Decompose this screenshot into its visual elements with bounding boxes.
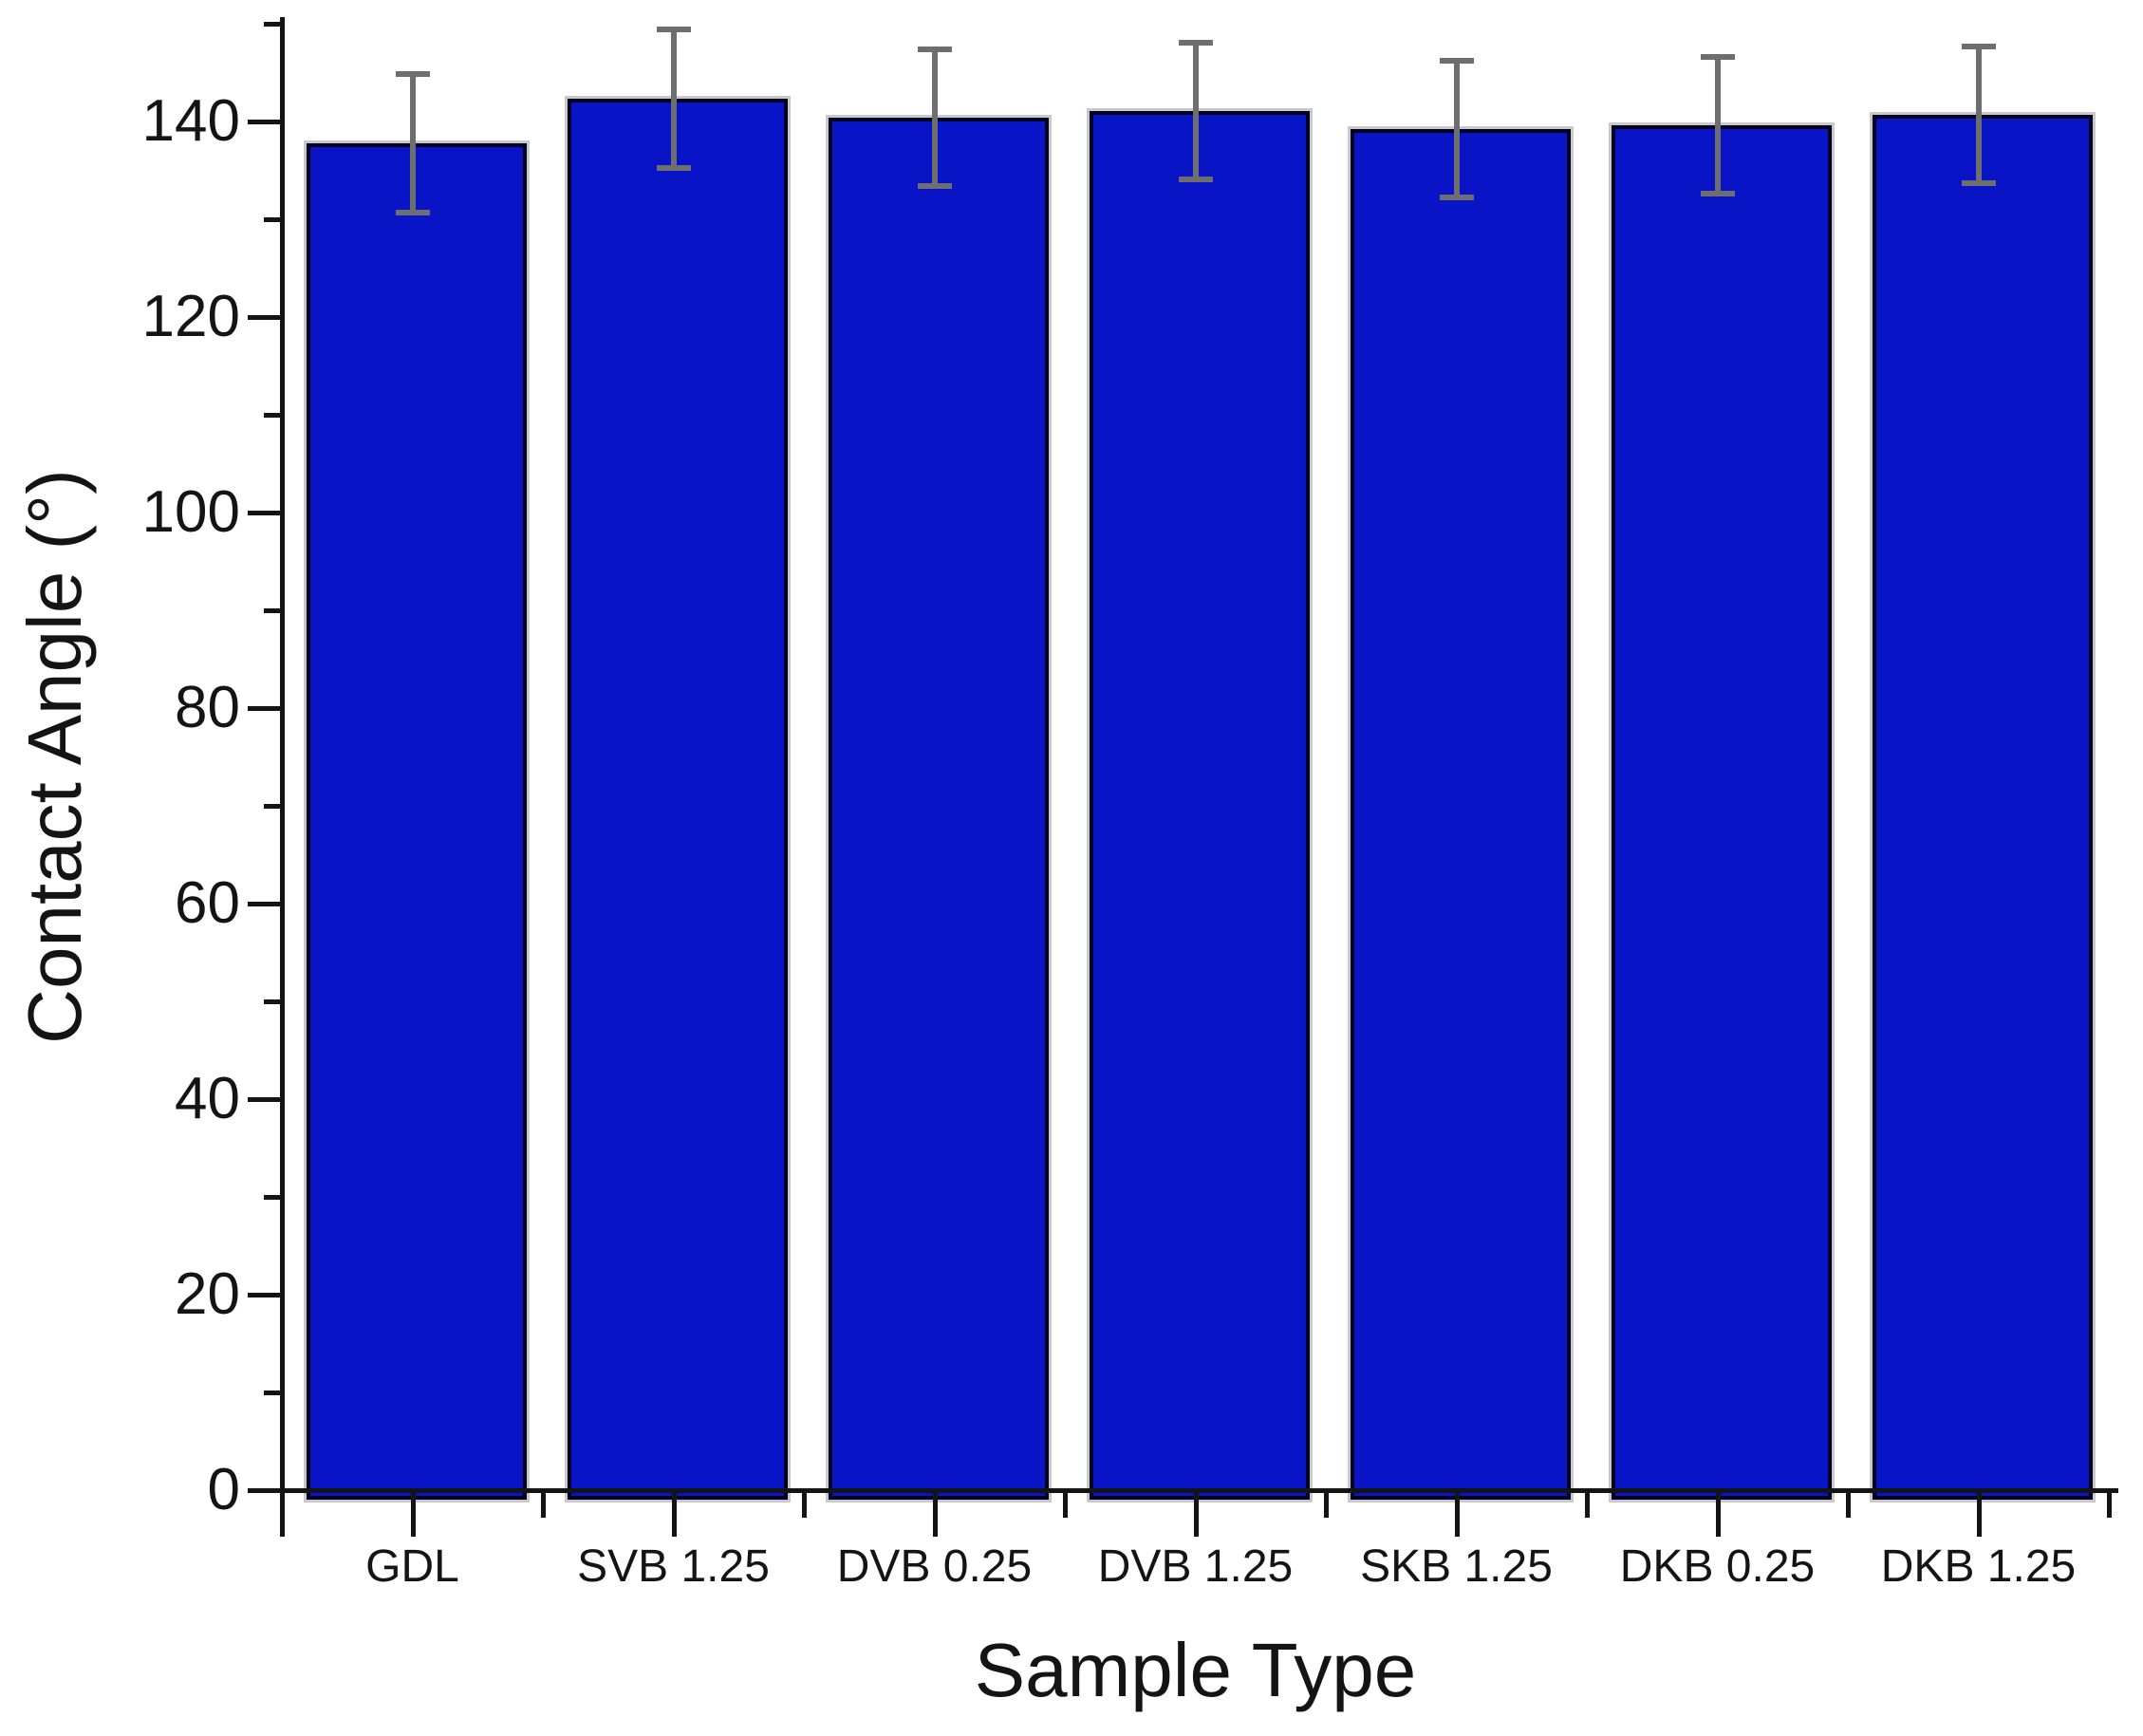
error-bar-cap: [1439, 58, 1474, 65]
x-boundary-tick: [541, 1493, 546, 1518]
y-major-tick: [248, 120, 280, 124]
y-tick-label: 60: [175, 870, 240, 936]
x-boundary-tick: [2107, 1493, 2112, 1518]
x-axis-title: Sample Type: [974, 1628, 1417, 1712]
y-tick-label: 20: [175, 1261, 240, 1327]
error-bar-cap: [1700, 54, 1735, 61]
bar: [1611, 125, 1832, 1500]
x-center-tick: [1715, 1493, 1721, 1537]
error-bar-cap: [917, 46, 952, 52]
x-tick-label: GDL: [365, 1541, 459, 1592]
y-major-tick: [248, 511, 280, 515]
x-boundary-tick: [1585, 1493, 1590, 1518]
y-minor-tick: [264, 217, 280, 222]
bar: [567, 99, 788, 1500]
error-bar-cap: [1961, 179, 1996, 186]
y-minor-tick: [264, 1391, 280, 1395]
error-bar-cap: [1700, 191, 1735, 197]
error-bar-cap: [1439, 195, 1474, 201]
bar: [1872, 114, 2093, 1500]
x-boundary-tick: [1846, 1493, 1851, 1518]
y-axis-title: Contact Angle (°): [12, 469, 97, 1044]
bar: [828, 117, 1049, 1500]
error-bar-cap: [1178, 176, 1213, 182]
error-bar-line: [409, 73, 416, 213]
bar: [1089, 110, 1310, 1500]
y-tick-label: 140: [141, 88, 240, 154]
y-axis-line: [280, 17, 285, 1495]
error-bar-cap: [917, 182, 952, 189]
y-minor-tick: [264, 413, 280, 418]
x-center-tick: [671, 1493, 677, 1537]
x-center-tick: [932, 1493, 938, 1537]
x-center-tick: [410, 1493, 416, 1537]
y-major-tick: [248, 1488, 280, 1493]
y-major-tick: [248, 1097, 280, 1102]
error-bar-cap: [656, 27, 691, 33]
x-tick-label: DKB 1.25: [1880, 1541, 2077, 1592]
y-major-tick: [248, 706, 280, 711]
y-tick-label: 0: [207, 1457, 240, 1522]
y-minor-tick: [264, 1195, 280, 1200]
y-tick-label: 80: [175, 675, 240, 740]
x-tick-label: SKB 1.25: [1360, 1541, 1553, 1592]
error-bar-line: [670, 29, 677, 169]
x-corner-tick: [280, 1493, 285, 1537]
x-center-tick: [1454, 1493, 1460, 1537]
x-axis-line: [254, 1488, 2118, 1493]
x-tick-label: DKB 0.25: [1619, 1541, 1816, 1592]
x-boundary-tick: [1324, 1493, 1329, 1518]
x-boundary-tick: [802, 1493, 807, 1518]
error-bar-line: [1975, 46, 1982, 183]
y-major-tick: [248, 315, 280, 320]
y-tick-label: 40: [175, 1066, 240, 1131]
error-bar-cap: [395, 70, 430, 77]
error-bar-cap: [656, 165, 691, 172]
error-bar-line: [931, 48, 938, 186]
bar: [306, 142, 527, 1500]
error-bar-line: [1714, 57, 1721, 195]
y-major-tick: [248, 1293, 280, 1297]
y-minor-tick: [264, 999, 280, 1004]
x-center-tick: [1976, 1493, 1982, 1537]
y-tick-label: 100: [141, 479, 240, 545]
y-minor-tick: [264, 608, 280, 613]
y-major-tick: [248, 902, 280, 906]
bar: [1350, 129, 1571, 1500]
x-tick-label: SVB 1.25: [577, 1541, 770, 1592]
error-bar-line: [1192, 42, 1199, 179]
error-bar-cap: [1961, 43, 1996, 49]
y-minor-tick: [264, 22, 280, 27]
error-bar-cap: [1178, 39, 1213, 46]
y-minor-tick: [264, 804, 280, 809]
x-center-tick: [1193, 1493, 1199, 1537]
y-tick-label: 120: [141, 284, 240, 349]
x-tick-label: DVB 1.25: [1097, 1541, 1294, 1592]
error-bar-line: [1453, 61, 1460, 198]
x-boundary-tick: [1063, 1493, 1068, 1518]
error-bar-cap: [395, 209, 430, 215]
x-tick-label: DVB 0.25: [836, 1541, 1033, 1592]
